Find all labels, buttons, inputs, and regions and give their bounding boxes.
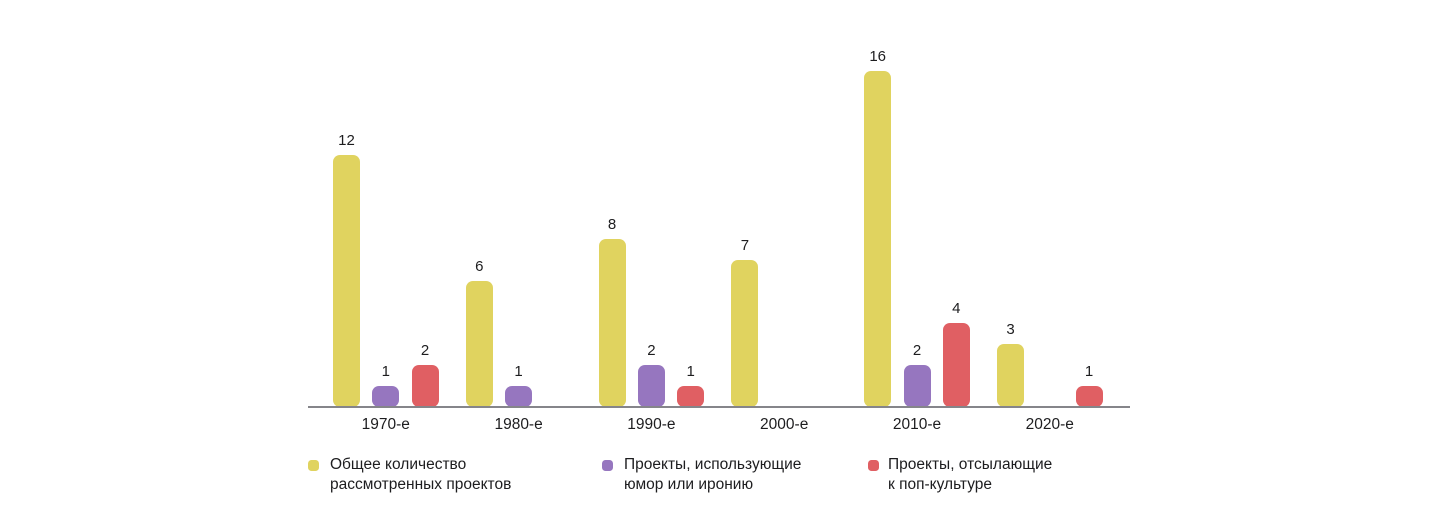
bar-total-1980-е — [465, 281, 493, 407]
bar-total-1970-е — [333, 155, 360, 407]
legend-swatch-icon — [868, 460, 879, 471]
x-axis-tick-label: 1990-е — [627, 416, 676, 433]
legend-swatch-icon — [602, 460, 613, 471]
legend-label-line: к поп-культуре — [888, 475, 993, 493]
bar-humor-1970-е — [372, 386, 400, 407]
bar-humor-2010-е — [903, 365, 931, 407]
legend-label-line: юмор или иронию — [624, 475, 754, 493]
legend-label-line: рассмотренных проектов — [330, 475, 512, 493]
bar-value-label: 2 — [912, 342, 922, 359]
bar-humor-1980-е — [505, 386, 533, 407]
legend-swatch-icon — [308, 460, 319, 471]
bar-value-label: 16 — [869, 48, 887, 65]
x-axis-tick-label: 1970-е — [361, 416, 410, 433]
bar-value-label: 1 — [381, 363, 390, 380]
bar-total-2010-е — [864, 71, 892, 407]
legend-label: Проекты, использующие юмор или иронию — [624, 455, 864, 494]
bar-popculture-2020-е — [1075, 386, 1103, 407]
bar-value-label: 6 — [475, 258, 484, 275]
bar-humor-1990-е — [637, 365, 665, 407]
bar-total-2020-е — [997, 344, 1024, 407]
bar-popculture-2010-е — [942, 323, 970, 407]
bar-popculture-1990-е — [677, 386, 705, 407]
x-axis-tick-label: 1980-е — [494, 416, 543, 433]
bar-value-label: 1 — [686, 363, 695, 380]
bar-value-label: 3 — [1006, 321, 1015, 338]
bar-value-label: 1 — [1084, 363, 1094, 380]
legend-label: Проекты, отсылающие к поп-культуре — [888, 455, 1128, 494]
bar-total-2000-е — [731, 260, 759, 407]
bar-value-label: 4 — [952, 300, 961, 317]
bar-value-label: 12 — [338, 132, 355, 149]
bar-popculture-1970-е — [411, 365, 439, 407]
bar-value-label: 2 — [420, 342, 430, 359]
legend-label-line: Общее количество — [330, 456, 467, 473]
x-axis-tick-label: 2020-е — [1025, 416, 1074, 433]
x-axis-line — [308, 406, 1130, 408]
bar-total-1990-е — [598, 239, 626, 407]
bar-value-label: 2 — [647, 342, 656, 359]
legend-label-line: Проекты, отсылающие — [888, 456, 1053, 473]
x-axis-tick-label: 2010-е — [892, 416, 942, 433]
bar-value-label: 8 — [607, 216, 617, 233]
x-axis-tick-label: 2000-е — [760, 416, 809, 433]
legend-label-line: Проекты, использующие — [624, 456, 802, 473]
bar-value-label: 7 — [740, 237, 750, 254]
bar-value-label: 1 — [514, 363, 523, 380]
legend-label: Общее количество рассмотренных проектов — [330, 455, 570, 494]
